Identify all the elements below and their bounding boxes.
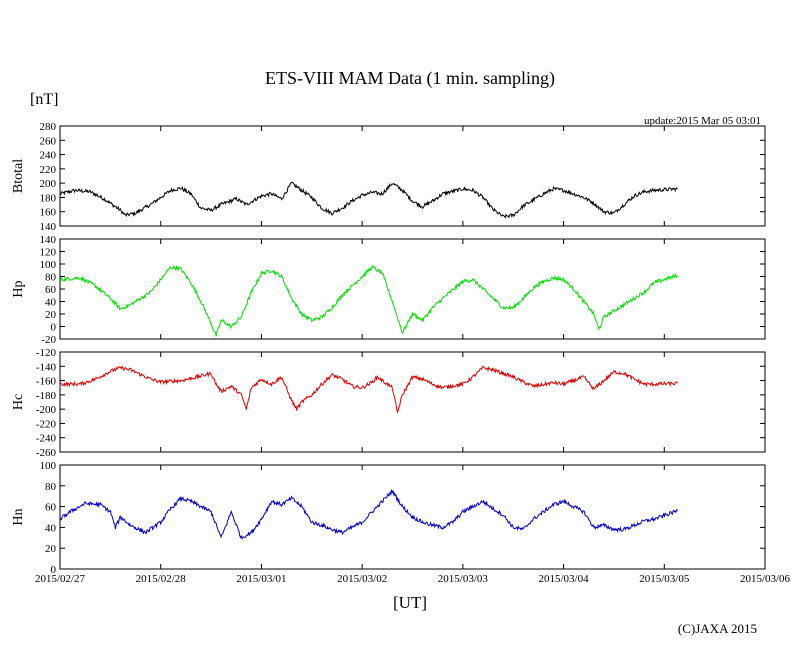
chart-title: ETS-VIII MAM Data (1 min. sampling) (265, 68, 555, 89)
panel-frame-hc (59, 351, 766, 453)
ytick-label-btotal: 180 (40, 192, 57, 204)
ytick-label-hc: -160 (36, 376, 57, 388)
xtick-label: 2015/02/28 (136, 573, 187, 585)
ytick-label-hp: 40 (45, 297, 57, 309)
ylabel-hn: Hn (11, 508, 26, 525)
ytick-label-hn: 80 (45, 481, 57, 493)
x-axis-label: [UT] (393, 593, 427, 612)
ytick-label-btotal: 220 (40, 164, 57, 176)
ytick-label-hp: 100 (40, 259, 57, 271)
series-line-hn (59, 488, 678, 541)
update-text: update:2015 Mar 05 03:01 (644, 115, 761, 127)
ytick-label-hp: 20 (45, 309, 57, 321)
ytick-label-btotal: 160 (40, 207, 57, 219)
ytick-label-hc: -260 (36, 447, 57, 459)
panel-btotal: 140 160 180 200 220 240 260 280 Btotal (11, 121, 766, 233)
xtick-label: 2015/03/05 (639, 573, 690, 585)
ytick-label-hc: -120 (36, 347, 57, 359)
x-axis: 2015/02/27 2015/02/28 2015/03/01 2015/03/02… (35, 573, 791, 585)
panels-group: 140160180200220240260280Btotal-200204060… (11, 121, 766, 576)
xtick-label: 2015/03/06 (740, 573, 791, 585)
ylabel-btotal: Btotal (11, 159, 26, 193)
unit-label: [nT] (30, 91, 58, 108)
series-line-btotal (59, 181, 678, 219)
xtick-label: 2015/03/04 (539, 573, 590, 585)
ytick-label-hp: -20 (41, 334, 56, 346)
series-line-hp (59, 264, 678, 337)
ytick-label-btotal: 260 (40, 135, 57, 147)
ytick-label-hp: 80 (45, 272, 57, 284)
ytick-label-hp: 120 (40, 247, 57, 259)
ytick-label-hp: 140 (40, 234, 57, 246)
panel-hc: -260 -240 -220 -200 -180 -160 -140 -120 Hc (11, 347, 766, 459)
ytick-label-btotal: 140 (40, 221, 57, 233)
panel-frame-btotal (59, 125, 766, 227)
ytick-label-hn: 40 (45, 522, 57, 534)
ytick-label-hc: -200 (36, 404, 57, 416)
panel-hn: 0 20 40 60 80 100 Hn (11, 460, 766, 576)
series-line-hc (59, 365, 678, 414)
xtick-label: 2015/02/27 (35, 573, 86, 585)
xtick-label: 2015/03/01 (236, 573, 286, 585)
xtick-label: 2015/03/03 (438, 573, 489, 585)
ytick-label-hn: 0 (51, 564, 57, 576)
ytick-label-hn: 20 (45, 543, 57, 555)
ytick-label-btotal: 200 (40, 178, 57, 190)
panel-frame-hp (59, 238, 766, 340)
ytick-label-hc: -140 (36, 361, 57, 373)
ytick-label-hp: 60 (45, 284, 57, 296)
panel-frame-hn (59, 464, 766, 570)
ytick-label-hp: 0 (51, 322, 57, 334)
ylabel-hc: Hc (11, 394, 26, 410)
ytick-label-btotal: 280 (40, 121, 57, 133)
copyright-text: (C)JAXA 2015 (678, 621, 757, 636)
ytick-label-hc: -180 (36, 390, 57, 402)
ytick-label-hc: -240 (36, 433, 57, 445)
ytick-label-hc: -220 (36, 418, 57, 430)
ytick-label-btotal: 240 (40, 150, 57, 162)
ytick-label-hn: 100 (40, 460, 57, 472)
ytick-label-hn: 60 (45, 502, 57, 514)
xtick-label: 2015/03/02 (337, 573, 387, 585)
ylabel-hp: Hp (11, 280, 26, 297)
